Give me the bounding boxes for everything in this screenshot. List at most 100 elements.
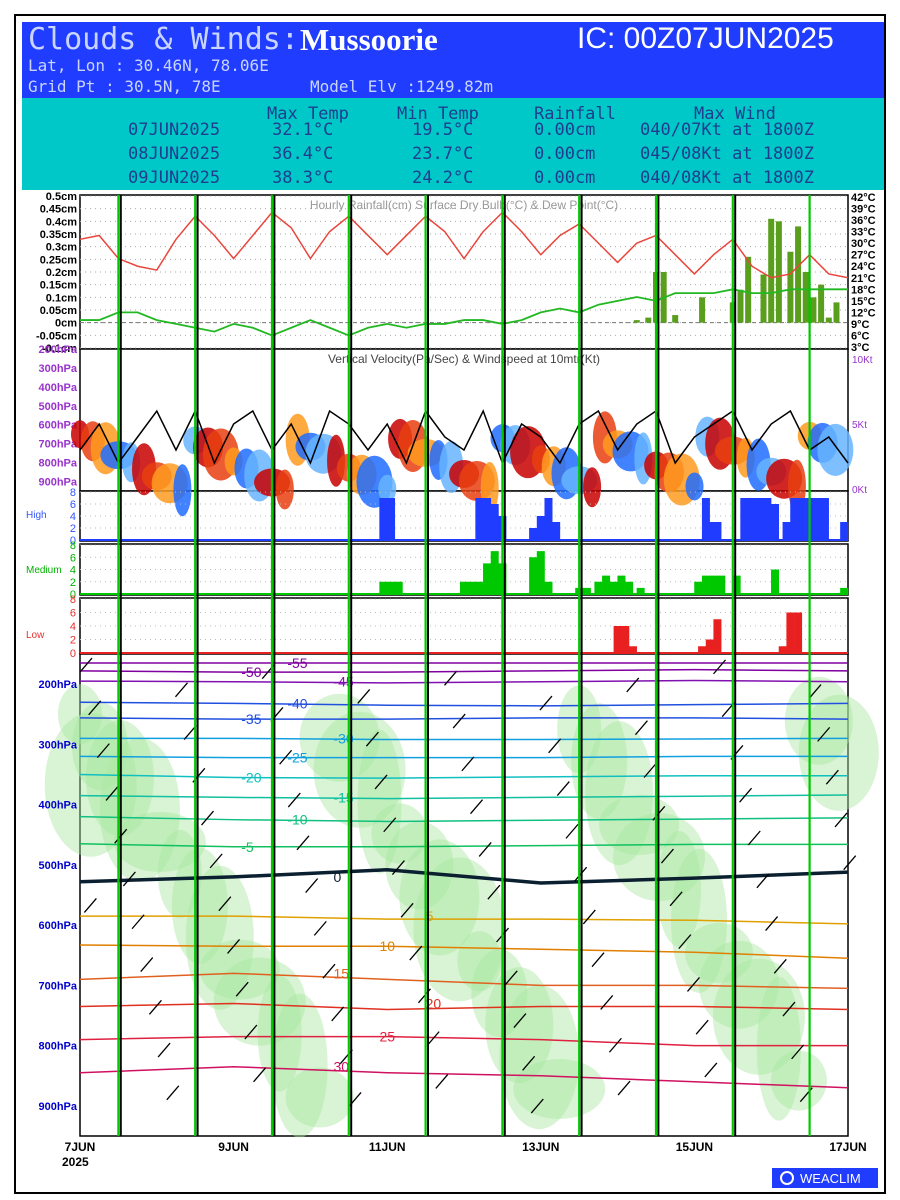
wind-barb xyxy=(600,995,614,1010)
isotherm-line xyxy=(79,794,849,800)
x-tick-label: 11JUN xyxy=(369,1140,406,1154)
isotherm-label: 30 xyxy=(333,1059,349,1075)
row-max-temp: 38.3°C xyxy=(272,168,334,188)
cloud-bar xyxy=(782,522,791,540)
wind-barb xyxy=(426,1031,440,1047)
humidity-blob xyxy=(385,821,454,910)
humidity-blob xyxy=(299,693,380,782)
pressure-tick-label: 400hPa xyxy=(38,382,77,394)
isotherm-label: 0 xyxy=(333,869,341,885)
cloud-bar xyxy=(625,581,634,594)
pressure-tick-label: 600hPa xyxy=(38,420,77,432)
row-min-temp: 19.5°C xyxy=(412,120,474,140)
isotherm-line xyxy=(79,867,849,885)
cloud-bar xyxy=(483,498,492,540)
cloud-panel-label: Medium xyxy=(26,565,62,576)
col-header-rainfall: Rainfall xyxy=(534,104,616,124)
cloud-tick-label: 4 xyxy=(70,621,76,633)
cloud-tick-label: 0 xyxy=(70,589,76,601)
rain-bar xyxy=(745,256,752,323)
rain-tick-label: 0.2cm xyxy=(46,267,77,279)
isotherm-label: -10 xyxy=(287,812,307,828)
isotherm-line xyxy=(79,773,848,779)
pressure-tick-label: 900hPa xyxy=(38,477,77,489)
wind-barb xyxy=(504,970,518,986)
wind-barb xyxy=(409,945,423,961)
wind-barb xyxy=(669,891,683,907)
rain-tick-label: 0.1cm xyxy=(46,292,77,304)
cloud-tick-label: 8 xyxy=(70,487,76,499)
isotherm-label: -5 xyxy=(241,839,254,855)
rain-bar xyxy=(802,272,809,323)
cloud-bar xyxy=(394,581,403,594)
row-date: 09JUN2025 xyxy=(128,168,221,188)
x-axis-year: 2025 xyxy=(62,1155,89,1169)
row-date: 08JUN2025 xyxy=(128,144,221,164)
wind-barb xyxy=(539,695,553,711)
cloud-bar xyxy=(379,581,388,594)
cloud-bar xyxy=(713,522,722,540)
rain-bar xyxy=(645,317,652,323)
cloud-panel-label: Low xyxy=(26,630,45,641)
wind-barb xyxy=(634,720,648,736)
cloud-bar xyxy=(379,498,388,540)
cloud-bar xyxy=(621,626,630,653)
wind-barb xyxy=(253,1067,267,1083)
wind-barb xyxy=(96,743,110,759)
cloud-bar xyxy=(594,581,603,594)
cloud-tick-label: 2 xyxy=(70,635,76,647)
wind-barb xyxy=(374,774,388,790)
profile-pressure-label: 400hPa xyxy=(38,800,77,812)
humidity-blob xyxy=(457,931,502,992)
rain-bar xyxy=(810,297,817,323)
cloud-bar xyxy=(840,522,849,540)
rain-bar xyxy=(760,274,767,323)
isotherm-line xyxy=(79,679,849,684)
row-max-wind: 040/07Kt at 1800Z xyxy=(640,120,814,140)
cloud-bar xyxy=(460,581,468,594)
wind-barb xyxy=(296,835,310,851)
rain-tick-label: -0.1cm xyxy=(42,343,77,355)
col-header-max-temp: Max Temp xyxy=(267,104,349,124)
temp-tick-label: 3°C xyxy=(851,342,870,354)
wind-barb xyxy=(383,817,397,833)
temp-tick-label: 30°C xyxy=(851,238,876,250)
wind-barb xyxy=(227,939,241,954)
velocity-blob xyxy=(378,474,397,503)
profile-pressure-label: 600hPa xyxy=(38,920,77,932)
isotherm-label: 25 xyxy=(380,1029,396,1045)
wind-barb xyxy=(452,713,466,729)
wind-barb xyxy=(791,1044,805,1060)
wind-barb xyxy=(591,952,605,968)
wind-barb xyxy=(244,1024,258,1040)
row-rainfall: 0.00cm xyxy=(534,144,596,164)
isotherm-line xyxy=(79,755,848,759)
wind-barb xyxy=(201,810,214,826)
rain-bar xyxy=(795,226,802,323)
temp-tick-label: 27°C xyxy=(851,250,876,262)
cloud-bar xyxy=(609,581,618,594)
wind-barb xyxy=(166,1085,180,1101)
initial-condition: IC: 00Z07JUN2025 xyxy=(577,22,834,55)
windspeed-tick-label: 10Kt xyxy=(852,355,873,366)
humidity-blob xyxy=(285,1067,354,1128)
wind-barb xyxy=(765,916,779,931)
cloud-bar xyxy=(552,522,561,540)
row-rainfall: 0.00cm xyxy=(534,168,596,188)
isotherm-line xyxy=(79,815,849,823)
isotherm-line xyxy=(79,1002,849,1011)
windspeed-tick-label: 5Kt xyxy=(852,420,867,431)
wind-barb xyxy=(400,902,414,918)
cloud-bar xyxy=(701,575,710,594)
rain-tick-label: 0.3cm xyxy=(46,242,77,254)
header-banner: Clouds & Winds: Mussoorie IC: 00Z07JUN20… xyxy=(22,22,884,98)
temp-tick-label: 36°C xyxy=(851,215,876,227)
wind-barb xyxy=(88,700,102,716)
wind-barb xyxy=(678,934,692,950)
cloud-bar xyxy=(636,587,645,594)
cloud-bar xyxy=(529,557,538,594)
temp-tick-label: 21°C xyxy=(851,273,876,285)
cloud-bar xyxy=(797,498,806,540)
humidity-blob xyxy=(413,857,506,1002)
